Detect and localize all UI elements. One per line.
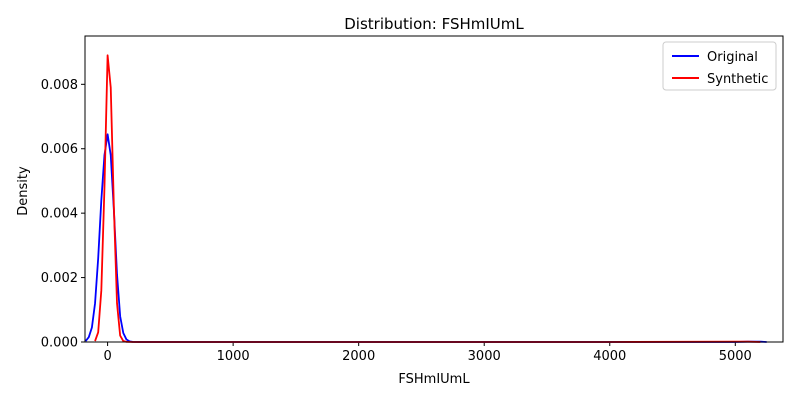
- series-line-synthetic: [94, 54, 761, 343]
- x-tick-label: 5000: [719, 349, 752, 364]
- legend: Original Synthetic: [662, 41, 777, 91]
- series-line-original: [84, 133, 767, 343]
- y-tick-label: 0.006: [41, 142, 78, 157]
- y-tick-label: 0.002: [41, 271, 78, 286]
- legend-label-synthetic: Synthetic: [707, 72, 768, 87]
- plot-lines: [84, 54, 767, 343]
- axis-ticks: 0 1000 2000 3000 4000 5000 0.000 0.002 0.004 0.00…: [41, 78, 752, 364]
- x-tick-label: 2000: [342, 349, 375, 364]
- plot-frame: [84, 35, 784, 343]
- x-tick-label: 1000: [217, 349, 250, 364]
- x-tick-label: 3000: [468, 349, 501, 364]
- x-tick-label: 0: [103, 349, 111, 364]
- y-tick-label: 0.000: [41, 336, 78, 351]
- y-tick-label: 0.004: [41, 207, 78, 222]
- y-axis-title: Density: [16, 166, 31, 216]
- x-tick-label: 4000: [593, 349, 626, 364]
- x-axis-title: FSHmIUmL: [398, 372, 470, 387]
- legend-label-original: Original: [707, 50, 758, 65]
- chart-title: Distribution: FSHmIUmL: [344, 15, 524, 33]
- y-tick-label: 0.008: [41, 78, 78, 93]
